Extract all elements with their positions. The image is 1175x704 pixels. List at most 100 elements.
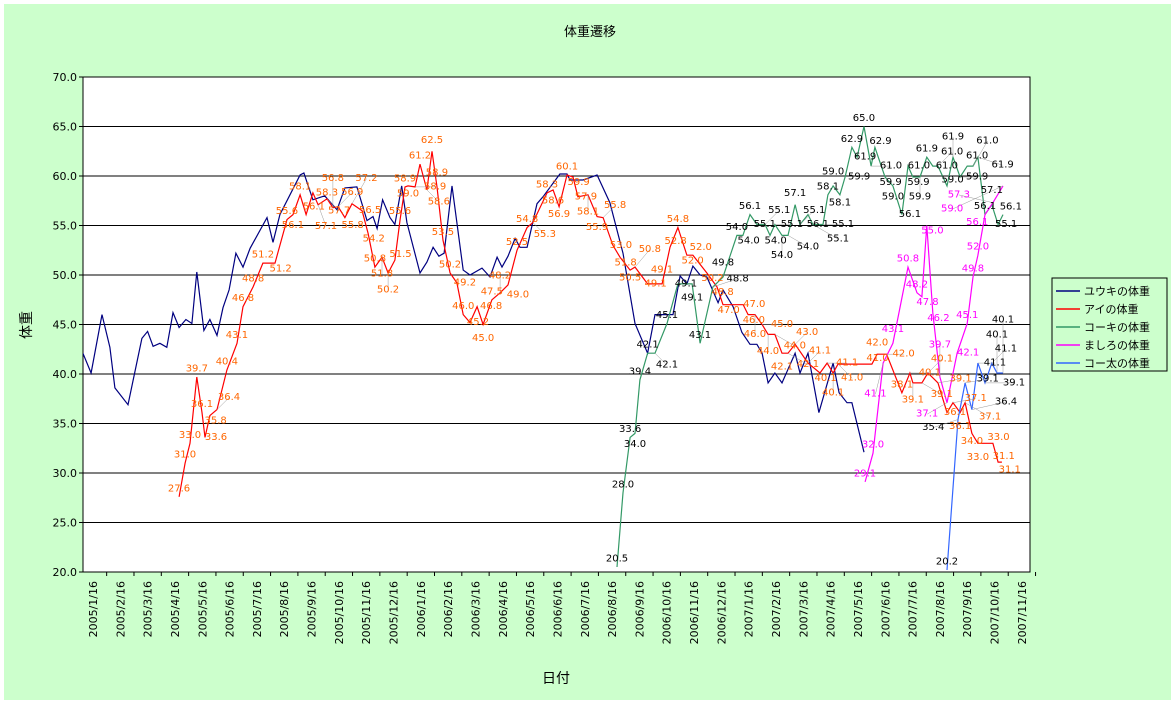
data-label: 57.1	[981, 185, 1003, 196]
data-label: 58.6	[428, 196, 450, 207]
data-label: 59.9	[848, 172, 870, 183]
y-tick-label: 60.0	[53, 170, 78, 183]
data-label: 34.0	[961, 436, 983, 447]
data-label: 61.0	[936, 161, 958, 172]
data-label: 35.4	[922, 422, 944, 433]
data-label: 59.9	[568, 177, 590, 188]
data-label: 58.3	[536, 179, 558, 190]
data-label: 54.0	[771, 250, 793, 261]
data-label: 60.1	[556, 162, 578, 173]
data-label: 33.6	[205, 432, 227, 443]
data-label: 52.0	[690, 242, 712, 253]
data-label: 55.8	[604, 200, 626, 211]
data-label: 40.4	[216, 357, 238, 368]
data-label: 39.1	[950, 373, 972, 384]
data-label: 59.9	[880, 177, 902, 188]
data-label: 40.1	[822, 388, 844, 399]
data-label: 46.0	[744, 329, 766, 340]
data-label: 41.1	[809, 346, 831, 357]
data-label: 55.1	[754, 219, 776, 230]
data-label: 40.1	[919, 368, 941, 379]
x-tick-label: 2005/8/16	[278, 581, 291, 637]
label-leader-line	[216, 397, 230, 410]
x-axis-title: 日付	[542, 671, 570, 687]
data-label: 46.0	[743, 315, 765, 326]
data-label: 42.1	[957, 348, 979, 359]
data-label: 46.8	[232, 293, 254, 304]
data-label: 56.1	[966, 217, 988, 228]
data-label: 62.5	[421, 135, 443, 146]
x-tick-label: 2005/3/16	[142, 581, 155, 637]
x-tick-label: 2007/4/16	[825, 581, 838, 637]
data-label: 40.1	[931, 353, 953, 364]
label-leader-line	[712, 278, 738, 288]
data-label: 27.6	[168, 483, 190, 494]
data-label: 55.3	[534, 229, 556, 240]
data-label: 59.0	[397, 188, 419, 199]
data-label: 36.4	[218, 392, 240, 403]
label-leader-line	[875, 363, 884, 395]
label-leader-line	[951, 185, 1004, 210]
label-leader-line	[837, 363, 853, 379]
data-label: 58.3	[316, 187, 338, 198]
data-label: 46.8	[480, 301, 502, 312]
data-label: 39.7	[186, 364, 208, 375]
data-label: 58.6	[542, 195, 564, 206]
legend-label: コー太の体重	[1084, 356, 1150, 370]
data-label: 43.1	[689, 330, 711, 341]
data-label: 32.0	[862, 440, 884, 451]
label-leader-line	[799, 210, 815, 225]
x-tick-label: 2007/3/16	[797, 581, 810, 637]
x-axis-ticks: 2005/1/16 2005/2/16 2005/3/16 2005/4/16 2005…	[87, 572, 1037, 644]
data-label: 56.1	[739, 201, 761, 212]
data-label: 50.2	[439, 260, 461, 271]
data-label: 44.0	[784, 340, 806, 351]
x-tick-label: 2006/4/16	[497, 581, 510, 637]
data-label: 36.1	[191, 399, 213, 410]
data-label: 54.8	[667, 214, 689, 225]
label-leader-lines	[216, 137, 1014, 428]
x-tick-label: 2006/8/16	[606, 581, 619, 637]
data-label: 62.9	[869, 136, 891, 147]
data-label: 59.9	[909, 192, 931, 203]
data-label: 42.0	[893, 349, 915, 360]
data-label: 40.1	[986, 330, 1008, 341]
data-label: 39.4	[629, 366, 651, 377]
data-label: 51.2	[270, 263, 292, 274]
data-label: 47.5	[481, 286, 503, 297]
data-label: 46.2	[927, 313, 949, 324]
y-tick-label: 25.0	[53, 517, 78, 530]
label-leader-line	[764, 210, 780, 225]
x-tick-label: 2006/6/16	[551, 581, 564, 637]
label-leader-line	[634, 249, 650, 268]
label-leader-line	[937, 378, 961, 384]
data-label: 37.1	[916, 409, 938, 420]
data-label: 61.9	[942, 132, 964, 143]
data-label: 42.0	[866, 338, 888, 349]
x-tick-label: 2006/1/16	[415, 581, 428, 637]
data-label: 45.2	[467, 317, 489, 328]
data-label: 59.9	[966, 172, 988, 183]
x-tick-label: 2007/5/16	[852, 581, 865, 637]
data-label: 41.0	[841, 373, 863, 384]
label-leader-line	[787, 235, 809, 248]
data-label: 33.0	[967, 452, 989, 463]
data-label: 41.1	[984, 358, 1006, 369]
data-label: 41.0	[866, 353, 888, 364]
label-leader-line	[317, 204, 327, 227]
data-label: 51.5	[389, 249, 411, 260]
x-tick-label: 2007/9/16	[961, 581, 974, 637]
x-tick-label: 2007/6/16	[879, 581, 892, 637]
data-label: 20.5	[606, 554, 628, 565]
x-tick-label: 2005/5/16	[196, 581, 209, 637]
label-leader-line	[326, 198, 340, 211]
x-tick-label: 2005/12/16	[388, 581, 401, 644]
data-label: 61.9	[854, 152, 876, 163]
data-label: 43.0	[796, 327, 818, 338]
data-label: 50.8	[897, 254, 919, 265]
data-label: 55.1	[768, 205, 790, 216]
data-label: 55.1	[995, 219, 1017, 230]
data-label: 58.9	[394, 173, 416, 184]
data-label: 41.1	[836, 358, 858, 369]
line-chart: 体重遷移 20.0 25.0 30.0 35.0 40.0 45.0 50.0 55.0 60.…	[19, 24, 1168, 687]
